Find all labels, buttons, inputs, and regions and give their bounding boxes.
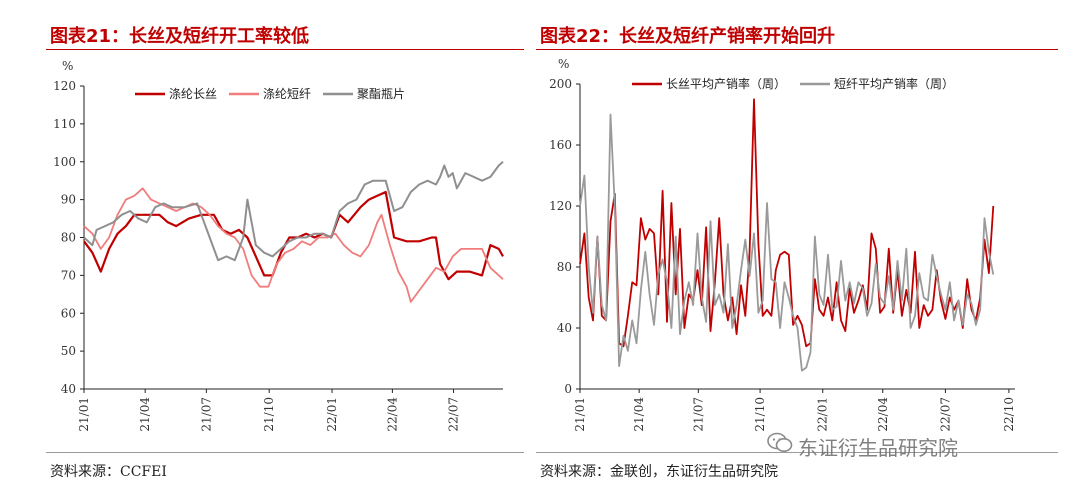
left-y-tick-label: 120 <box>53 79 76 93</box>
left-source-note: 资料来源：CCFEI <box>50 464 167 480</box>
right-y-tick-label: 0 <box>564 382 572 396</box>
left-series-line-3 <box>83 161 504 262</box>
right-series-line-2 <box>579 113 995 372</box>
left-unit-label: % <box>62 59 73 73</box>
left-y-tick-label: 90 <box>61 193 76 207</box>
left-x-tick-label: 22/07 <box>447 397 461 432</box>
left-chart-title: 图表21：长丝及短纤开工率较低 <box>50 26 310 47</box>
right-x-tick-label: 22/04 <box>876 397 890 432</box>
left-legend-label-1: 涤纶长丝 <box>169 87 217 101</box>
right-x-tick-label: 22/07 <box>938 397 952 432</box>
left-x-tick-label: 21/01 <box>77 397 91 432</box>
left-x-tick-label: 22/04 <box>385 397 399 432</box>
right-chart: % 0 40 80 120 160 200 21/01 21/04 21/07 21/10 22/01… <box>549 57 1016 432</box>
right-x-tick-label: 22/01 <box>816 397 830 432</box>
right-x-tick-label: 21/01 <box>573 397 587 432</box>
left-legend-label-3: 聚酯瓶片 <box>357 87 405 101</box>
right-chart-title: 图表22：长丝及短纤产销率开始回升 <box>540 26 836 47</box>
left-series-line-2 <box>83 187 504 303</box>
left-y-tick-label: 60 <box>61 306 76 320</box>
right-title-rule <box>536 49 1058 50</box>
left-y-tick-label: 110 <box>53 117 76 131</box>
left-y-tick-label: 50 <box>61 344 76 358</box>
left-footer-rule <box>46 452 524 453</box>
right-unit-label: % <box>558 57 569 71</box>
left-chart: % 40 50 60 70 80 90 100 110 120 21/01 21/04 21/07 21/… <box>53 59 504 432</box>
right-legend-label-1: 长丝平均产销率（周） <box>666 76 786 91</box>
watermark-text: 东证衍生品研究院 <box>798 436 958 460</box>
right-y-tick-label: 160 <box>549 138 572 152</box>
right-series-line-1 <box>579 98 995 348</box>
right-x-tick-label: 21/07 <box>691 397 705 432</box>
left-series-line-1 <box>83 190 504 281</box>
left-y-tick-label: 40 <box>61 382 76 396</box>
right-x-tick-label: 21/10 <box>753 397 767 432</box>
left-title-rule <box>46 49 524 50</box>
left-y-tick-label: 70 <box>61 268 76 282</box>
left-x-tick-label: 21/07 <box>199 397 213 432</box>
left-legend-label-2: 涤纶短纤 <box>263 87 311 101</box>
left-y-tick-label: 100 <box>53 155 76 169</box>
right-x-tick-label: 22/10 <box>1002 397 1016 432</box>
left-x-tick-label: 21/10 <box>262 397 276 432</box>
right-x-tick-label: 21/04 <box>632 397 646 432</box>
right-y-tick-label: 40 <box>557 321 572 335</box>
left-x-tick-label: 22/01 <box>325 397 339 432</box>
wechat-icon <box>767 432 793 452</box>
left-y-tick-label: 80 <box>61 231 76 245</box>
right-source-note: 资料来源：金联创，东证衍生品研究院 <box>540 464 778 480</box>
right-y-tick-label: 120 <box>549 199 572 213</box>
right-y-tick-label: 200 <box>549 77 572 91</box>
right-y-tick-label: 80 <box>557 260 572 274</box>
right-footer-rule <box>536 452 1058 453</box>
right-legend-label-2: 短纤平均产销率（周） <box>834 76 954 91</box>
left-x-tick-label: 21/04 <box>138 397 152 432</box>
